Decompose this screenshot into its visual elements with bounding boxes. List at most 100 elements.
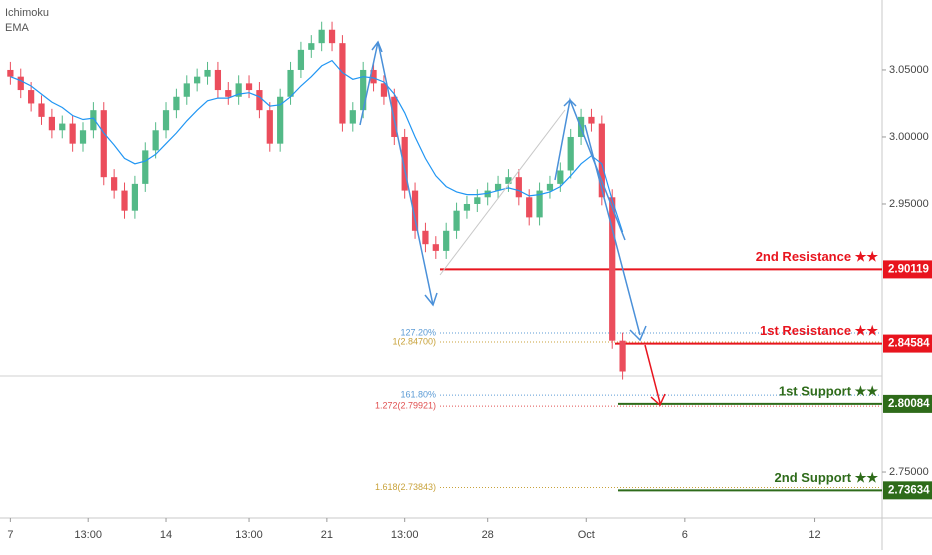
annotations xyxy=(359,40,666,407)
candle-body xyxy=(557,170,564,184)
candle-body xyxy=(308,43,315,50)
candle-body xyxy=(121,190,128,211)
candle-body xyxy=(546,183,554,191)
target-arrow xyxy=(644,344,661,404)
level-value: 2.90119 xyxy=(888,263,929,275)
candle-body xyxy=(536,190,543,218)
level-value: 2.80084 xyxy=(888,398,930,410)
y-tick-label: 3.05000 xyxy=(889,64,929,76)
x-tick-label: Oct xyxy=(578,529,595,541)
candle-body xyxy=(609,197,616,341)
candle-body xyxy=(453,210,460,231)
candle-body xyxy=(256,90,263,111)
x-tick-label: 13:00 xyxy=(74,529,102,541)
level-tag xyxy=(883,481,932,500)
candle-body xyxy=(474,197,481,204)
y-tick-label: 2.75000 xyxy=(889,466,929,478)
x-tick-label: 13:00 xyxy=(235,529,263,541)
candle-body xyxy=(484,190,491,198)
candle-body xyxy=(38,103,45,117)
level-tag xyxy=(883,260,932,279)
candle-body xyxy=(152,130,159,151)
arrow-head xyxy=(629,325,647,342)
candle-body xyxy=(111,177,118,191)
candle-body xyxy=(225,90,232,97)
candle-body xyxy=(411,190,419,231)
ema-line xyxy=(10,59,624,233)
projection-arrow xyxy=(584,124,641,336)
trend-line xyxy=(439,109,566,276)
candle-body xyxy=(48,116,55,131)
candle-body xyxy=(443,230,450,251)
candle-body xyxy=(69,123,76,144)
indicator-label: Ichimoku xyxy=(5,7,49,19)
fib-label: 1(2.84700) xyxy=(392,336,436,346)
fib-label: 1.618(2.73843) xyxy=(375,482,436,492)
candle-body xyxy=(432,244,439,251)
candle-body xyxy=(90,110,97,131)
x-tick-label: 13:00 xyxy=(391,529,419,541)
candle-body xyxy=(463,203,471,211)
candle-body xyxy=(619,340,626,372)
candle-body xyxy=(318,29,325,44)
x-tick-label: 12 xyxy=(808,529,820,541)
candle-body xyxy=(277,96,284,144)
x-tick-label: 6 xyxy=(682,529,688,541)
level-name: 1st Resistance ★★ xyxy=(760,323,878,338)
y-tick-label: 3.00000 xyxy=(889,131,929,143)
candle-body xyxy=(401,136,408,191)
fib-label: 161.80% xyxy=(400,389,436,399)
candle-body xyxy=(204,69,211,77)
level-tag xyxy=(883,334,932,353)
candle-body xyxy=(17,76,24,91)
candle-body xyxy=(162,110,170,131)
candle-body xyxy=(349,110,356,124)
candle-body xyxy=(588,116,595,124)
x-tick-label: 21 xyxy=(321,529,333,541)
candle-body xyxy=(360,69,367,111)
candle-body xyxy=(214,69,222,91)
candle-body xyxy=(297,49,305,70)
candle-body xyxy=(79,130,87,144)
candle-body xyxy=(380,83,388,97)
candle-body xyxy=(28,90,35,104)
candle-body xyxy=(131,183,139,211)
candle-body xyxy=(526,197,533,218)
candle-body xyxy=(339,43,346,124)
level-value: 2.73634 xyxy=(888,484,930,496)
x-tick-label: 14 xyxy=(160,529,172,541)
candle-body xyxy=(235,83,242,97)
candle-body xyxy=(494,183,502,191)
level-name: 2nd Support ★★ xyxy=(775,470,879,485)
level-name: 2nd Resistance ★★ xyxy=(756,249,879,264)
candle-body xyxy=(183,83,190,97)
candle-body xyxy=(370,69,377,84)
level-tag xyxy=(883,394,932,413)
candle-body xyxy=(173,96,180,111)
arrow-head xyxy=(563,98,577,107)
candle-body xyxy=(505,177,512,184)
y-tick-label: 2.95000 xyxy=(889,198,929,210)
candle-body xyxy=(266,110,273,144)
candle-body xyxy=(598,123,605,198)
x-tick-label: 28 xyxy=(482,529,494,541)
candle-body xyxy=(422,230,429,245)
candle-body xyxy=(287,69,294,97)
level-value: 2.84584 xyxy=(888,338,930,350)
arrow-head xyxy=(424,292,438,307)
arrow-head xyxy=(371,40,383,53)
candle-body xyxy=(7,69,14,77)
fib-label: 1.272(2.79921) xyxy=(375,400,436,410)
candle-body xyxy=(59,123,66,131)
candle-body xyxy=(567,136,574,171)
x-tick-label: 7 xyxy=(7,529,13,541)
candle-body xyxy=(245,83,253,91)
candle-body xyxy=(194,76,201,84)
candle-body xyxy=(328,29,336,44)
fib-label: 127.20% xyxy=(400,327,436,337)
level-name: 1st Support ★★ xyxy=(779,383,878,398)
indicator-label: EMA xyxy=(5,22,30,34)
candle-body xyxy=(515,177,522,198)
